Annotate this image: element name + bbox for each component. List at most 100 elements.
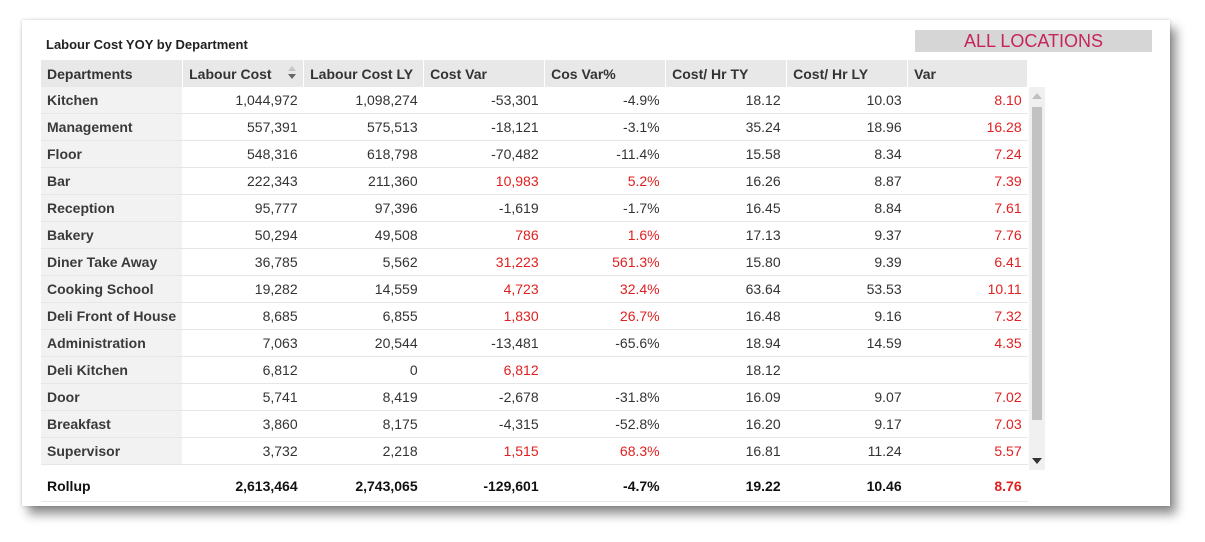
row-spacer <box>41 464 1028 471</box>
cell-dept: Deli Kitchen <box>41 356 184 384</box>
table-row[interactable]: Bar 222,343 211,360 10,983 5.2% 16.26 8.87 7.39 <box>41 167 1028 195</box>
col-header-labour-cost-ly[interactable]: Labour Cost LY <box>303 60 425 87</box>
cell-hr-ty: 15.80 <box>665 248 787 276</box>
table-row[interactable]: Bakery 50,294 49,508 786 1.6% 17.13 9.37 7.76 <box>41 221 1028 249</box>
cell-labour-ly: 8,419 <box>303 383 424 411</box>
table-row[interactable]: Management 557,391 575,513 -18,121 -3.1% 35.2… <box>41 113 1028 141</box>
cell-labour: 36,785 <box>182 248 304 276</box>
cell-labour: 6,812 <box>182 356 304 384</box>
cell-labour-ly: 575,513 <box>303 113 424 141</box>
spacer-cell <box>182 464 304 471</box>
cell-cos-var-pct: 1.6% <box>544 221 666 249</box>
cell-dept: Supervisor <box>41 437 184 465</box>
cell-var: 7.24 <box>907 140 1028 168</box>
cell-dept: Reception <box>41 194 184 222</box>
col-header-cost-hr-ty[interactable]: Cost/ Hr TY <box>665 60 788 87</box>
cell-hr-ly: 9.17 <box>786 410 908 438</box>
col-header-cost-hr-ly[interactable]: Cost/ Hr LY <box>786 60 909 87</box>
cell-cos-var-pct: -11.4% <box>544 140 666 168</box>
cell-var: 6.41 <box>907 248 1028 276</box>
rollup-labour: 2,613,464 <box>182 471 304 502</box>
report-title: Labour Cost YOY by Department <box>46 37 248 52</box>
cell-hr-ty: 18.94 <box>665 329 787 357</box>
cell-hr-ly: 11.24 <box>786 437 908 465</box>
cell-labour-ly: 5,562 <box>303 248 424 276</box>
cell-var: 7.39 <box>907 167 1028 195</box>
cell-cos-var-pct: -52.8% <box>544 410 666 438</box>
cell-cost-var: 6,812 <box>423 356 545 384</box>
cell-hr-ty: 16.09 <box>665 383 787 411</box>
cell-hr-ly: 53.53 <box>786 275 908 303</box>
vertical-scrollbar[interactable] <box>1029 87 1045 470</box>
table-row[interactable]: Diner Take Away 36,785 5,562 31,223 561.3% 15… <box>41 248 1028 276</box>
cell-labour: 3,860 <box>182 410 304 438</box>
col-header-departments[interactable]: Departments <box>41 60 184 87</box>
sort-desc-icon[interactable] <box>288 66 297 80</box>
report-card: Labour Cost YOY by Department ALL LOCATI… <box>22 20 1170 506</box>
cell-var <box>907 356 1028 384</box>
spacer-cell <box>907 464 1028 471</box>
table-row[interactable]: Breakfast 3,860 8,175 -4,315 -52.8% 16.20 9.17… <box>41 410 1028 438</box>
cell-hr-ly: 14.59 <box>786 329 908 357</box>
table-header-row: Departments Labour Cost Labour Cost LY C… <box>41 60 1029 87</box>
col-header-labour-cost-label: Labour Cost <box>189 65 272 82</box>
cell-labour-ly: 1,098,274 <box>303 87 424 114</box>
scroll-down-icon[interactable] <box>1032 458 1042 464</box>
cell-dept: Floor <box>41 140 184 168</box>
rollup-dept: Rollup <box>41 471 183 502</box>
cell-cost-var: 10,983 <box>423 167 545 195</box>
table-body: Kitchen 1,044,972 1,098,274 -53,301 -4.9% 18.… <box>41 87 1028 502</box>
cell-dept: Breakfast <box>41 410 184 438</box>
cell-cost-var: -53,301 <box>423 87 545 114</box>
cell-dept: Bar <box>41 167 184 195</box>
table-row[interactable]: Floor 548,316 618,798 -70,482 -11.4% 15.58 8.3… <box>41 140 1028 168</box>
table-row[interactable]: Door 5,741 8,419 -2,678 -31.8% 16.09 9.07 7.02 <box>41 383 1028 411</box>
table-row[interactable]: Kitchen 1,044,972 1,098,274 -53,301 -4.9% 18.… <box>41 87 1028 114</box>
cell-var: 5.57 <box>907 437 1028 465</box>
table-row[interactable]: Deli Front of House 8,685 6,855 1,830 26.7% 1… <box>41 302 1028 330</box>
scroll-thumb[interactable] <box>1032 107 1042 420</box>
cell-dept: Diner Take Away <box>41 248 184 276</box>
cell-cost-var: -18,121 <box>423 113 545 141</box>
table-row[interactable]: Deli Kitchen 6,812 0 6,812 18.12 <box>41 356 1028 384</box>
cell-cos-var-pct: 32.4% <box>544 275 666 303</box>
cell-hr-ty: 16.26 <box>665 167 787 195</box>
cell-dept: Deli Front of House <box>41 302 184 330</box>
cell-cos-var-pct: -65.6% <box>544 329 666 357</box>
col-header-cos-var-pct[interactable]: Cos Var% <box>544 60 667 87</box>
cell-dept: Bakery <box>41 221 184 249</box>
labour-cost-table: Departments Labour Cost Labour Cost LY C… <box>41 60 1029 502</box>
cell-labour: 222,343 <box>182 167 304 195</box>
spacer-cell <box>544 464 666 471</box>
rollup-var: 8.76 <box>907 471 1028 502</box>
cell-cos-var-pct: 26.7% <box>544 302 666 330</box>
spacer-cell <box>41 464 183 471</box>
cell-cos-var-pct: -3.1% <box>544 113 666 141</box>
cell-cos-var-pct: 561.3% <box>544 248 666 276</box>
cell-labour-ly: 20,544 <box>303 329 424 357</box>
scroll-up-icon[interactable] <box>1032 93 1042 99</box>
table-row[interactable]: Cooking School 19,282 14,559 4,723 32.4% 63.6… <box>41 275 1028 303</box>
col-header-cost-var[interactable]: Cost Var <box>423 60 546 87</box>
cell-hr-ly: 10.03 <box>786 87 908 114</box>
cell-dept: Management <box>41 113 184 141</box>
table-row[interactable]: Reception 95,777 97,396 -1,619 -1.7% 16.45 8.8… <box>41 194 1028 222</box>
cell-hr-ly: 8.34 <box>786 140 908 168</box>
cell-labour-ly: 6,855 <box>303 302 424 330</box>
cell-labour: 8,685 <box>182 302 304 330</box>
cell-cos-var-pct: 5.2% <box>544 167 666 195</box>
cell-cost-var: -70,482 <box>423 140 545 168</box>
table-row[interactable]: Supervisor 3,732 2,218 1,515 68.3% 16.81 11.24… <box>41 437 1028 465</box>
col-header-labour-cost[interactable]: Labour Cost <box>182 60 305 87</box>
all-locations-button[interactable]: ALL LOCATIONS <box>915 30 1152 52</box>
cell-var: 10.11 <box>907 275 1028 303</box>
cell-var: 7.76 <box>907 221 1028 249</box>
cell-labour: 3,732 <box>182 437 304 465</box>
col-header-var[interactable]: Var <box>907 60 1029 87</box>
cell-cos-var-pct: -4.9% <box>544 87 666 114</box>
cell-dept: Administration <box>41 329 184 357</box>
table-row[interactable]: Administration 7,063 20,544 -13,481 -65.6% 18… <box>41 329 1028 357</box>
cell-labour-ly: 2,218 <box>303 437 424 465</box>
rollup-cos-var-pct: -4.7% <box>544 471 666 502</box>
cell-cost-var: -2,678 <box>423 383 545 411</box>
